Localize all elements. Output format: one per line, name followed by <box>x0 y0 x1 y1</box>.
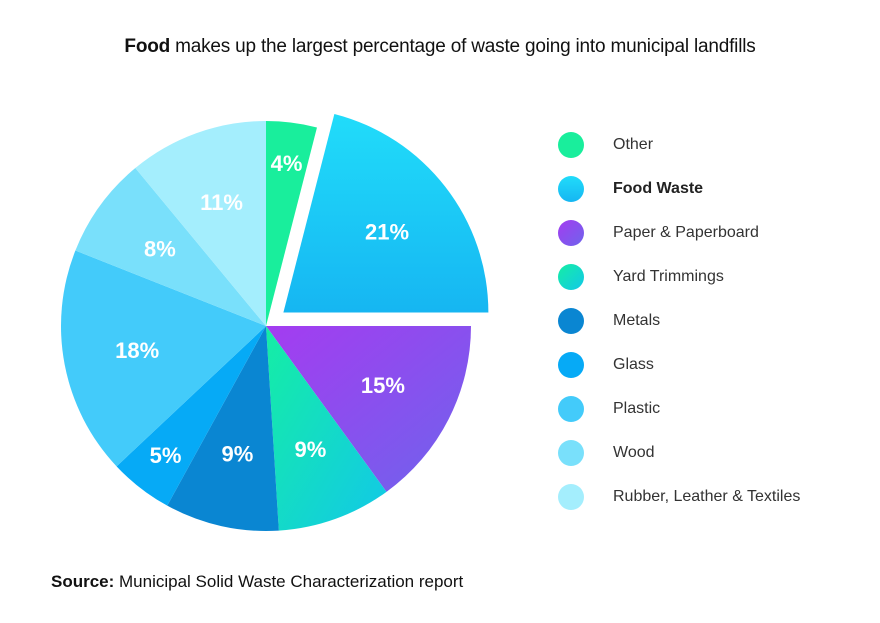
legend-label: Other <box>613 136 654 153</box>
legend-label: Wood <box>613 444 655 461</box>
chart-title: Food makes up the largest percentage of … <box>0 36 880 58</box>
source-text: Municipal Solid Waste Characterization r… <box>114 572 464 591</box>
legend-item-wood: Wood <box>558 438 858 468</box>
legend-label: Glass <box>613 356 654 373</box>
pie-slice-plastic <box>61 250 266 467</box>
slice-label-paper: 15% <box>361 373 405 398</box>
legend-item-metals: Metals <box>558 306 858 336</box>
legend-item-yard: Yard Trimmings <box>558 262 858 292</box>
legend-swatch <box>558 484 584 510</box>
legend-item-plastic: Plastic <box>558 394 858 424</box>
legend-swatch <box>558 264 584 290</box>
source-label: Source: <box>51 572 115 591</box>
slice-label-rubber: 11% <box>200 190 243 215</box>
legend-swatch <box>558 176 584 202</box>
slice-label-yard: 9% <box>295 437 327 462</box>
legend-label: Food Waste <box>613 180 704 197</box>
pie-slice-glass <box>116 326 266 506</box>
legend-label: Yard Trimmings <box>613 268 724 285</box>
pie-slice-food <box>283 113 489 313</box>
legend-label: Metals <box>613 312 661 329</box>
legend-label: Paper & Paperboard <box>613 224 759 241</box>
legend-swatch <box>558 396 584 422</box>
legend-swatch <box>558 220 584 246</box>
chart-title-bold: Food <box>124 36 171 57</box>
slice-label-food: 21% <box>365 220 409 245</box>
legend-swatch <box>558 308 584 334</box>
pie-slice-metals <box>167 326 279 531</box>
pie-slice-wood <box>75 168 267 326</box>
slice-label-glass: 5% <box>150 443 182 468</box>
legend-label: Plastic <box>613 400 661 417</box>
legend-swatch <box>558 352 584 378</box>
slice-label-plastic: 18% <box>115 338 159 363</box>
legend-swatch <box>558 440 584 466</box>
pie-slice-paper <box>266 326 471 492</box>
pie-slice-other <box>266 121 317 326</box>
legend-label: Rubber, Leather & Textiles <box>613 488 801 505</box>
slice-label-metals: 9% <box>221 442 253 467</box>
chart-title-rest: makes up the largest percentage of waste… <box>170 36 756 57</box>
pie-slice-rubber <box>135 121 266 326</box>
slice-label-wood: 8% <box>144 236 176 261</box>
legend-item-food: Food Waste <box>558 174 858 204</box>
legend-item-rubber: Rubber, Leather & Textiles <box>558 482 858 512</box>
legend-swatch <box>558 132 584 158</box>
pie-slice-yard <box>266 326 387 531</box>
source-note: Source: Municipal Solid Waste Characteri… <box>51 572 463 592</box>
legend-item-paper: Paper & Paperboard <box>558 218 858 248</box>
slice-label-other: 4% <box>271 151 303 176</box>
legend-item-other: Other <box>558 130 858 160</box>
legend-item-glass: Glass <box>558 350 858 380</box>
